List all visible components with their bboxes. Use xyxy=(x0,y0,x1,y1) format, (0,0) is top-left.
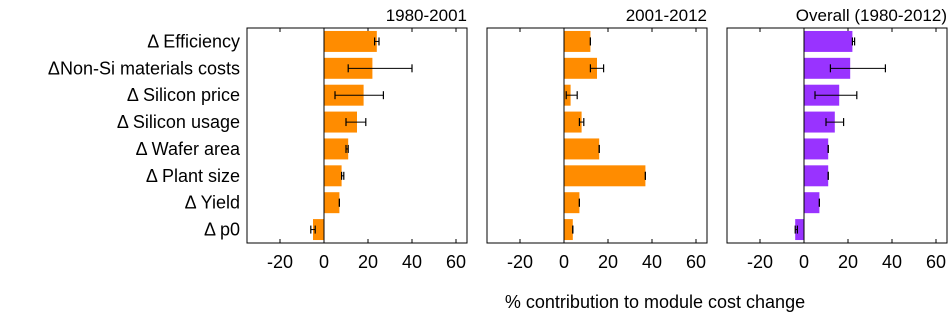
panel-frame xyxy=(726,27,948,244)
error-bar-non-si-materials-costs xyxy=(589,64,605,73)
panel-title: 2001-2012 xyxy=(626,6,707,25)
panel-title: Overall (1980-2012) xyxy=(796,6,947,25)
category-label-wafer-area: Δ Wafer area xyxy=(136,139,241,159)
panel-frame xyxy=(246,27,468,244)
bar-efficiency xyxy=(804,30,853,52)
bar-wafer-area xyxy=(804,138,829,160)
bar-p0 xyxy=(313,219,324,241)
panel-frame xyxy=(486,27,708,244)
bar-wafer-area xyxy=(324,138,349,160)
bar-yield xyxy=(564,192,580,214)
x-tick-label: -20 xyxy=(747,252,773,272)
panel-title: 1980-2001 xyxy=(386,6,467,25)
category-label-silicon-usage: Δ Silicon usage xyxy=(117,112,240,132)
bar-wafer-area xyxy=(564,138,600,160)
x-tick-label: 40 xyxy=(882,252,902,272)
x-tick-label: -20 xyxy=(267,252,293,272)
bar-non-si-materials-costs xyxy=(564,57,597,79)
category-labels: Δ Efficiency ΔNon-Si materials costs Δ Sil… xyxy=(48,31,241,239)
x-tick-label: 0 xyxy=(559,252,569,272)
bar-efficiency xyxy=(324,30,377,52)
x-tick-label: -20 xyxy=(507,252,533,272)
x-tick-label: 0 xyxy=(319,252,329,272)
x-tick-label: 40 xyxy=(402,252,422,272)
error-bar-wafer-area xyxy=(345,144,349,153)
error-bar-efficiency xyxy=(374,37,380,46)
error-bar-silicon-price xyxy=(334,91,384,100)
bar-yield xyxy=(804,192,820,214)
panel-3: Overall (1980-2012) -20 0 20 40 60 xyxy=(726,6,948,272)
bar-non-si-materials-costs xyxy=(804,57,851,79)
bar-p0 xyxy=(564,219,573,241)
category-label-non-si-materials-costs: ΔNon-Si materials costs xyxy=(48,58,240,78)
bar-plant-size xyxy=(804,165,829,187)
panel-2: 2001-2012 -20 0 20 40 60 xyxy=(486,6,708,272)
category-label-efficiency: Δ Efficiency xyxy=(147,31,240,51)
error-bar-silicon-usage xyxy=(578,118,585,127)
x-tick-label: 60 xyxy=(926,252,946,272)
error-bar-plant-size xyxy=(341,171,345,180)
error-bar-non-si-materials-costs xyxy=(829,64,887,73)
bar-silicon-usage xyxy=(564,111,582,133)
error-bar-p0 xyxy=(310,225,316,234)
error-bar-non-si-materials-costs xyxy=(347,64,413,73)
x-tick-label: 60 xyxy=(446,252,466,272)
bar-plant-size xyxy=(324,165,342,187)
x-tick-label: 0 xyxy=(799,252,809,272)
bar-plant-size xyxy=(564,165,646,187)
bar-silicon-usage xyxy=(324,111,357,133)
x-tick-label: 40 xyxy=(642,252,662,272)
x-axis-label: % contribution to module cost change xyxy=(505,292,805,312)
error-bar-silicon-usage xyxy=(345,118,367,127)
error-bar-efficiency xyxy=(851,37,856,46)
x-tick-label: 60 xyxy=(686,252,706,272)
x-tick-label: 20 xyxy=(838,252,858,272)
bar-efficiency xyxy=(564,30,591,52)
bar-silicon-usage xyxy=(804,111,835,133)
category-label-plant-size: Δ Plant size xyxy=(146,166,240,186)
bar-yield xyxy=(324,192,340,214)
error-bar-silicon-price xyxy=(814,91,858,100)
x-tick-label: 20 xyxy=(358,252,378,272)
error-bar-silicon-usage xyxy=(825,118,845,127)
bar-p0 xyxy=(795,219,804,241)
x-tick-label: 20 xyxy=(598,252,618,272)
category-label-yield: Δ Yield xyxy=(185,193,240,213)
panel-1: 1980-2001 -20 0 20 40 60 xyxy=(246,6,468,272)
category-label-silicon-price: Δ Silicon price xyxy=(127,85,240,105)
category-label-p0: Δ p0 xyxy=(204,220,240,240)
error-bar-silicon-price xyxy=(565,91,578,100)
error-bar-p0 xyxy=(794,225,799,234)
